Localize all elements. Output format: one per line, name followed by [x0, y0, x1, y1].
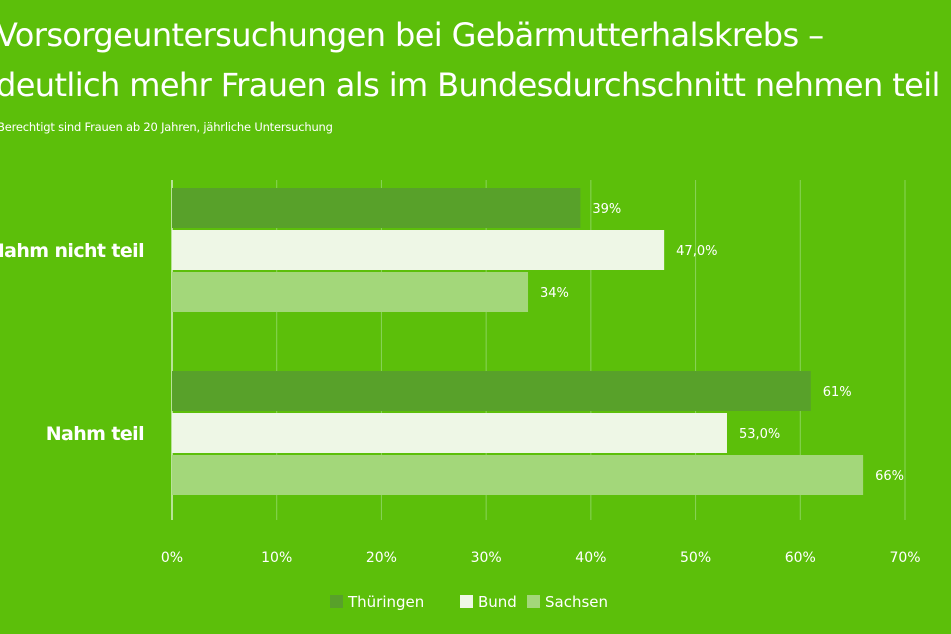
- category-label: Nahm nicht teil: [0, 240, 144, 262]
- bar: [172, 272, 529, 312]
- bar: [172, 230, 665, 270]
- x-tick-label: 10%: [261, 550, 292, 566]
- title-line-2: deutlich mehr Frauen als im Bundesdurchs…: [0, 66, 940, 104]
- legend-label: Thüringen: [347, 593, 424, 611]
- data-label: 53,0%: [739, 427, 780, 442]
- legend-label: Bund: [478, 593, 517, 611]
- x-tick-label: 50%: [680, 550, 711, 566]
- bar: [172, 455, 864, 495]
- x-tick-label: 40%: [575, 550, 606, 566]
- x-tick-label: 60%: [785, 550, 816, 566]
- category-label: Nahm teil: [46, 423, 144, 445]
- data-label: 34%: [540, 286, 569, 301]
- data-label: 39%: [592, 202, 621, 217]
- legend-swatch: [460, 595, 473, 608]
- data-label: 66%: [875, 469, 904, 484]
- bar: [172, 371, 811, 411]
- legend-swatch: [527, 595, 540, 608]
- bar: [172, 413, 727, 453]
- title-line-1: Vorsorgeuntersuchungen bei Gebärmutterha…: [0, 16, 824, 54]
- x-tick-label: 0%: [161, 550, 183, 566]
- data-label: 47,0%: [676, 244, 717, 259]
- legend-label: Sachsen: [545, 593, 608, 611]
- x-tick-label: 30%: [471, 550, 502, 566]
- x-tick-label: 20%: [366, 550, 397, 566]
- data-label: 61%: [823, 385, 852, 400]
- chart-title: Vorsorgeuntersuchungen bei Gebärmutterha…: [0, 10, 951, 110]
- x-tick-label: 70%: [889, 550, 920, 566]
- legend-swatch: [330, 595, 343, 608]
- bar: [172, 188, 581, 228]
- chart-subtitle: Berechtigt sind Frauen ab 20 Jahren, jäh…: [0, 120, 333, 134]
